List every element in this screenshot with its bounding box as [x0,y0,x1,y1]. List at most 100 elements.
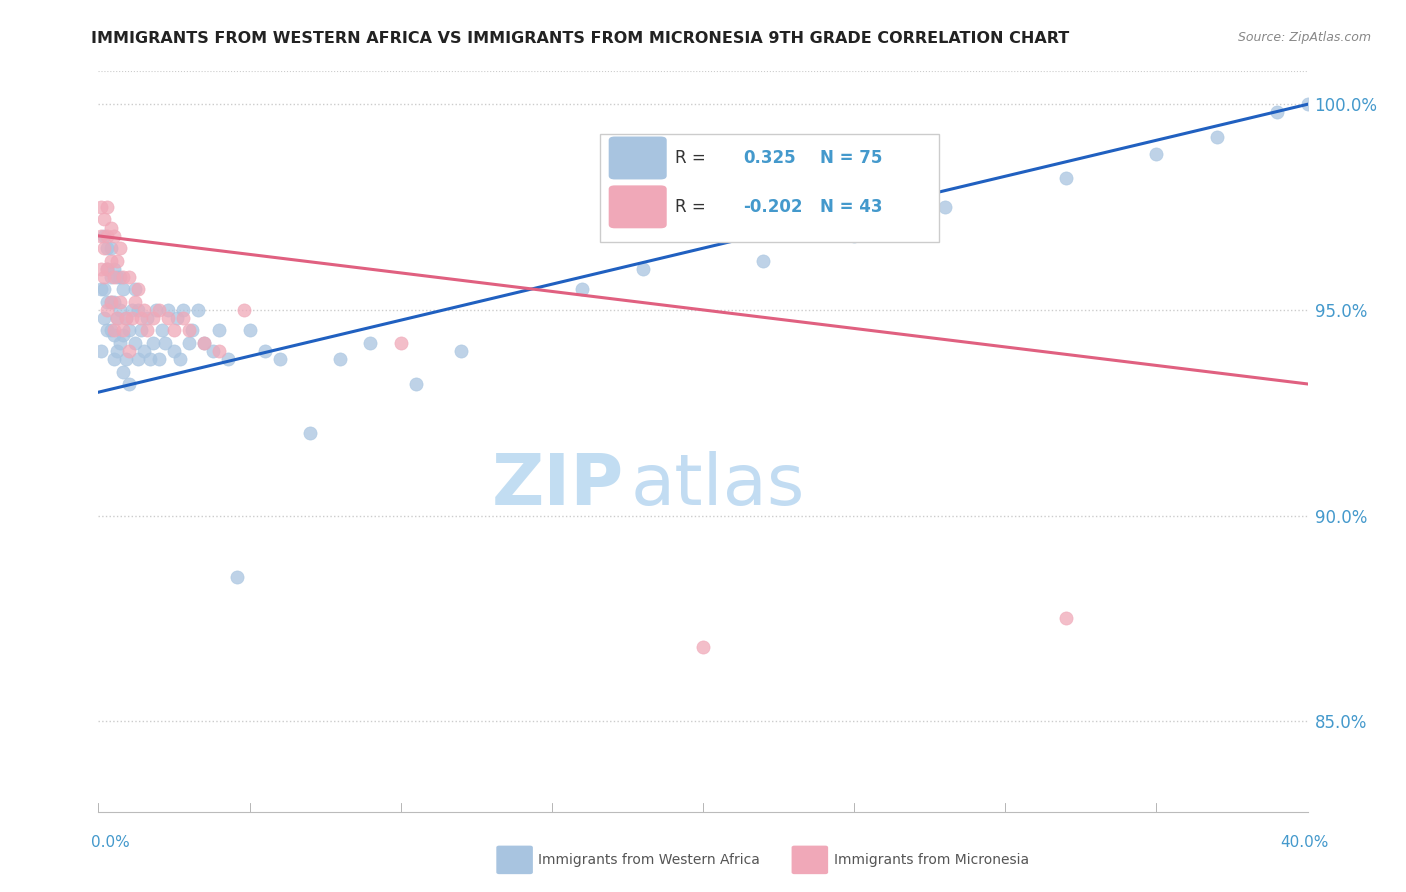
Point [226,570,249,584]
Point [217,352,239,367]
Point [96,261,118,276]
Point [132,344,155,359]
Text: 0.0%: 0.0% [91,836,131,850]
Point [405,376,427,391]
Point [118,324,141,338]
Point [93,282,115,296]
Point [118,344,141,359]
Point [571,282,593,296]
Point [179,324,201,338]
Point [103,270,125,285]
Point [96,261,118,276]
Point [118,376,141,391]
Text: R =: R = [675,149,711,167]
Text: -0.202: -0.202 [742,198,803,216]
Point [163,324,186,338]
Point [124,294,146,309]
Point [127,302,149,317]
Point [108,302,131,317]
Point [111,282,134,296]
Point [105,270,128,285]
Point [121,302,143,317]
Point [90,261,112,276]
Point [1054,171,1077,186]
Point [148,352,170,367]
Point [103,324,125,338]
Point [269,352,291,367]
Point [114,311,136,326]
Point [93,270,115,285]
Point [100,294,122,309]
Point [124,282,146,296]
Point [752,253,775,268]
Point [93,228,115,243]
Point [181,324,204,338]
Point [208,324,231,338]
Point [142,335,165,350]
Point [100,294,122,309]
Point [1267,105,1289,120]
Point [142,311,165,326]
Text: atlas: atlas [630,451,804,520]
Point [111,327,134,342]
Point [1206,130,1229,145]
Point [90,282,112,296]
Point [631,261,654,276]
Point [96,294,118,309]
Point [239,324,262,338]
Point [105,311,128,326]
Text: N = 75: N = 75 [820,149,883,167]
Text: 0.325: 0.325 [742,149,796,167]
Point [156,311,179,326]
Point [253,344,276,359]
Point [166,311,188,326]
Point [1054,611,1077,625]
Point [108,335,131,350]
Text: Immigrants from Micronesia: Immigrants from Micronesia [834,853,1029,867]
Point [150,324,173,338]
Point [124,335,146,350]
Point [129,324,152,338]
Point [193,335,215,350]
Point [111,324,134,338]
Point [169,352,191,367]
Point [145,302,167,317]
Point [96,228,118,243]
Point [132,302,155,317]
Point [108,241,131,255]
Point [90,228,112,243]
Point [193,335,215,350]
Point [127,352,149,367]
Point [450,344,472,359]
Point [90,200,112,214]
Point [163,344,186,359]
Point [108,294,131,309]
Point [156,302,179,317]
Point [114,352,136,367]
Point [93,212,115,227]
Point [135,311,157,326]
Text: R =: R = [675,198,711,216]
Point [329,352,352,367]
Point [692,640,714,655]
Point [96,302,118,317]
Point [103,327,125,342]
Point [93,241,115,255]
Point [148,302,170,317]
Point [93,311,115,326]
Text: IMMIGRANTS FROM WESTERN AFRICA VS IMMIGRANTS FROM MICRONESIA 9TH GRADE CORRELATI: IMMIGRANTS FROM WESTERN AFRICA VS IMMIGR… [91,31,1070,46]
Point [208,344,231,359]
Point [187,302,209,317]
Point [1296,97,1319,112]
Point [129,311,152,326]
Point [100,241,122,255]
Point [139,352,162,367]
Point [96,241,118,255]
Text: Immigrants from Western Africa: Immigrants from Western Africa [538,853,761,867]
Text: N = 43: N = 43 [820,198,883,216]
Point [934,200,956,214]
Text: ZIP: ZIP [492,451,624,520]
Point [96,324,118,338]
Point [100,324,122,338]
Point [105,253,128,268]
